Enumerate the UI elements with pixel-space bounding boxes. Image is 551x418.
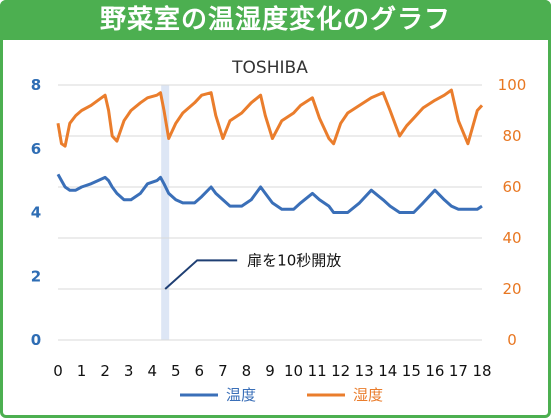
x-tick-label: 2 xyxy=(100,362,110,380)
y-right-tick-label: 40 xyxy=(502,229,521,247)
x-tick-label: 11 xyxy=(308,362,327,380)
x-tick-label: 1 xyxy=(77,362,87,380)
title-banner: 野菜室の温湿度変化のグラフ xyxy=(0,0,551,40)
y-right-tick-label: 80 xyxy=(502,127,521,145)
x-tick-label: 10 xyxy=(284,362,303,380)
annotation-label: 扉を10秒開放 xyxy=(247,251,341,269)
y-left-tick-label: 6 xyxy=(31,140,41,158)
x-tick-label: 15 xyxy=(402,362,421,380)
y-right-tick-label: 100 xyxy=(498,76,527,94)
series-line-humidity xyxy=(56,88,484,148)
x-tick-label: 14 xyxy=(378,362,397,380)
x-tick-label: 17 xyxy=(449,362,468,380)
x-tick-label: 13 xyxy=(355,362,374,380)
x-tick-label: 3 xyxy=(124,362,134,380)
x-tick-label: 7 xyxy=(218,362,228,380)
y-left-tick-label: 4 xyxy=(31,204,41,222)
legend-label: 温度 xyxy=(226,386,256,404)
x-tick-label: 8 xyxy=(242,362,252,380)
y-right-tick-label: 20 xyxy=(502,280,521,298)
x-tick-label: 16 xyxy=(425,362,444,380)
x-tick-label: 18 xyxy=(472,362,491,380)
series-line-temperature xyxy=(56,173,483,214)
y-right-tick-label: 0 xyxy=(507,331,517,349)
x-tick-label: 4 xyxy=(147,362,157,380)
x-tick-label: 0 xyxy=(53,362,63,380)
x-tick-label: 9 xyxy=(265,362,275,380)
page-title: 野菜室の温湿度変化のグラフ xyxy=(99,5,451,35)
door-open-band xyxy=(161,85,170,340)
y-left-tick-label: 2 xyxy=(31,267,41,285)
chart-title: TOSHIBA xyxy=(231,58,308,78)
x-tick-label: 6 xyxy=(195,362,205,380)
y-right-tick-label: 60 xyxy=(502,178,521,196)
legend-label: 湿度 xyxy=(353,386,383,404)
y-left-tick-label: 0 xyxy=(31,331,41,349)
annotation-leader xyxy=(164,259,238,290)
x-tick-label: 5 xyxy=(171,362,181,380)
x-tick-label: 12 xyxy=(331,362,350,380)
y-left-tick-label: 8 xyxy=(31,76,41,94)
